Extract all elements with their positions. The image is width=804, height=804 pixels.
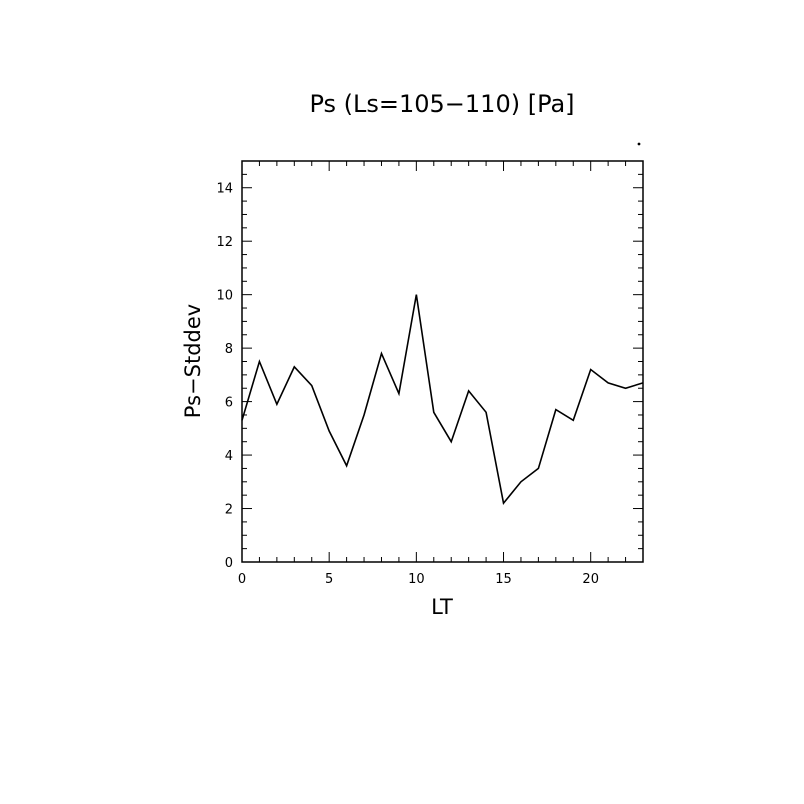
y-tick-label: 2: [225, 503, 233, 518]
series-line: [241, 294, 644, 506]
y-tick-label: 8: [225, 342, 233, 357]
y-tick-label: 10: [216, 289, 233, 304]
data-points: [242, 295, 643, 504]
y-tick-label: 0: [225, 556, 233, 571]
x-tick-label: 20: [582, 572, 599, 587]
y-tick-label: 14: [216, 182, 233, 197]
x-tick-label: 5: [325, 572, 333, 587]
y-axis-label: Ps−Stddev: [181, 304, 205, 418]
plot-frame: [241, 160, 644, 563]
x-axis: 0 5 10 15 20: [238, 161, 644, 587]
y-tick-label: 12: [216, 235, 233, 250]
y-tick-label: 4: [225, 449, 233, 464]
y-axis: 0 2 4 6 8 10 12 14: [216, 160, 643, 571]
chart-title: Ps (Ls=105−110) [Pa]: [309, 90, 574, 118]
corner-dot: [637, 142, 641, 146]
x-tick-label: 15: [495, 572, 512, 587]
x-tick-label: 0: [238, 572, 246, 587]
x-tick-label: 10: [408, 572, 425, 587]
x-axis-label: LT: [431, 595, 453, 619]
y-tick-label: 6: [225, 396, 233, 411]
